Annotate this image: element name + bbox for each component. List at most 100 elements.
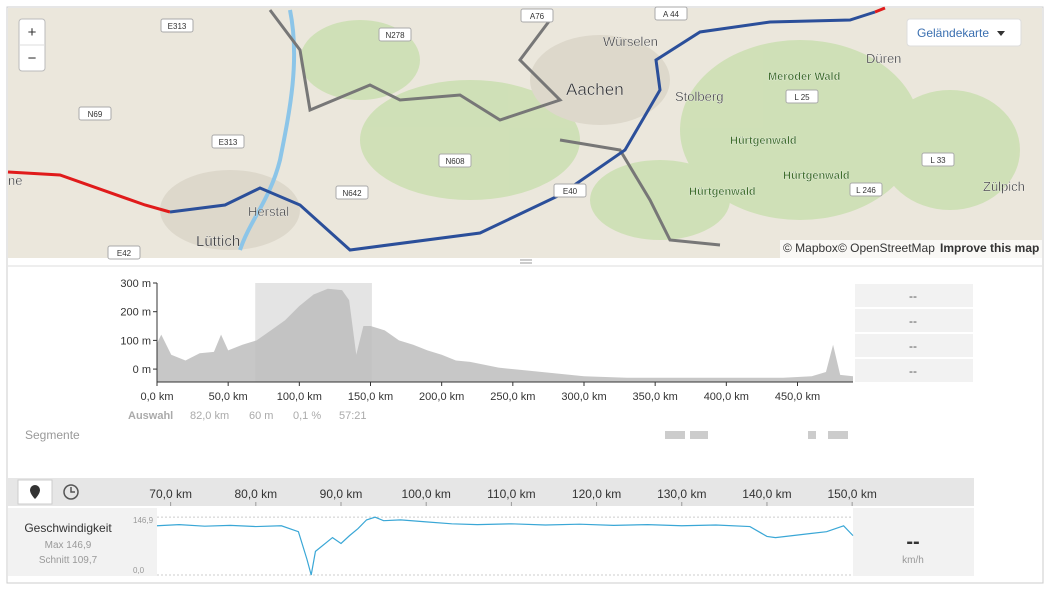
road-label: N608 xyxy=(445,157,465,166)
road-shield xyxy=(520,8,554,23)
route-blue xyxy=(169,10,876,252)
zoom-control: + − xyxy=(18,18,46,72)
x-tick-label: 100,0 km xyxy=(402,487,451,501)
road-label: A76 xyxy=(530,12,545,21)
x-tick-label: 150,0 km xyxy=(348,391,393,403)
road-label: L 25 xyxy=(794,93,810,102)
x-tick-label: 450,0 km xyxy=(775,391,820,403)
resize-handle[interactable] xyxy=(520,259,532,264)
speed-max: Max 146,9 xyxy=(45,540,92,551)
road-label: E313 xyxy=(219,138,238,147)
speed-current: -- xyxy=(906,531,919,553)
place-label: Düren xyxy=(866,51,901,66)
place-label: Hürtgenwald xyxy=(689,186,756,198)
road-shield xyxy=(107,245,141,260)
road-shield xyxy=(849,182,883,197)
place-label: Herstal xyxy=(248,204,289,219)
road-shield xyxy=(335,185,369,200)
road-label: N69 xyxy=(88,110,103,119)
road-label: E40 xyxy=(563,187,578,196)
place-label: Würselen xyxy=(603,34,658,49)
place-label: Hürtgenwald xyxy=(783,170,850,182)
layer-button-box[interactable] xyxy=(906,18,1022,47)
dropdown-caret xyxy=(997,31,1005,36)
x-tick-label: 110,0 km xyxy=(487,487,535,501)
x-tick-label: 130,0 km xyxy=(657,487,706,501)
speed-label: Geschwindigkeit xyxy=(24,521,112,535)
zoom-in[interactable]: + xyxy=(28,24,37,41)
map-terrain xyxy=(300,20,1020,240)
stat-grade: 0,1 % xyxy=(293,410,321,422)
place-label: Meroder Wald xyxy=(768,71,840,83)
road-label: N278 xyxy=(385,31,405,40)
x-tick-label: 400,0 km xyxy=(704,391,749,403)
x-tick-label: 100,0 km xyxy=(277,391,322,403)
elevation-area xyxy=(157,288,853,382)
road-label: L 33 xyxy=(930,156,946,165)
place-label: Zülpich xyxy=(983,179,1025,194)
attribution-mapbox[interactable]: © Mapbox xyxy=(783,241,838,255)
x-tick-label: 80,0 km xyxy=(234,487,277,501)
side-cell xyxy=(855,284,973,307)
road-label: E313 xyxy=(168,22,187,31)
x-tick-label: 50,0 km xyxy=(209,391,248,403)
route-red-end xyxy=(874,6,886,14)
layer-button[interactable]: Geländekarte xyxy=(917,26,989,40)
route-red xyxy=(7,170,171,214)
road-shield xyxy=(553,183,587,198)
speed-unit: km/h xyxy=(902,555,924,566)
place-label: Hürtgenwald xyxy=(730,135,797,147)
x-tick-label: 250,0 km xyxy=(490,391,535,403)
road-shield xyxy=(785,89,819,104)
attribution-osm[interactable]: © OpenStreetMap xyxy=(838,241,935,255)
x-tick-label: 90,0 km xyxy=(320,487,363,501)
place-label: Stolberg xyxy=(675,89,723,104)
x-tick-label: 140,0 km xyxy=(742,487,791,501)
speed-line xyxy=(156,516,854,576)
side-value: -- xyxy=(909,364,917,378)
speed-avg: Schnitt 109,7 xyxy=(39,555,98,566)
zoom-out[interactable]: − xyxy=(28,50,37,67)
stat-climb: 60 m xyxy=(249,410,273,422)
road-label: E42 xyxy=(117,249,132,258)
river xyxy=(238,9,297,251)
road-shield xyxy=(211,134,245,149)
y-tick-label: 146,9 xyxy=(133,516,154,525)
attribution-box xyxy=(780,240,1042,258)
side-cell xyxy=(855,334,973,357)
side-cell xyxy=(855,359,973,382)
speed-plot xyxy=(157,508,853,576)
road-shield xyxy=(438,153,472,168)
y-tick-label: 200 m xyxy=(120,307,151,319)
side-value: -- xyxy=(909,289,917,303)
place-label: Lüttich xyxy=(196,233,240,250)
road-label: L 246 xyxy=(856,186,876,195)
side-value: -- xyxy=(909,314,917,328)
clock-icon[interactable] xyxy=(63,484,79,500)
segments-label: Segmente xyxy=(25,428,80,442)
stat-time: 57:21 xyxy=(339,410,367,422)
stat-label: Auswahl xyxy=(128,410,173,422)
road-shield xyxy=(160,18,194,33)
x-tick-label: 70,0 km xyxy=(149,487,192,501)
road-shield xyxy=(654,6,688,21)
road-shield xyxy=(921,152,955,167)
x-tick-label: 120,0 km xyxy=(572,487,621,501)
x-tick-label: 150,0 km xyxy=(827,487,876,501)
border xyxy=(268,9,721,247)
side-cell xyxy=(855,309,973,332)
side-value: -- xyxy=(909,339,917,353)
x-tick-label: 0,0 km xyxy=(140,391,173,403)
stat-distance: 82,0 km xyxy=(190,410,229,422)
attribution-improve[interactable]: Improve this map xyxy=(940,241,1039,255)
y-tick-label: 0,0 xyxy=(133,566,145,575)
x-tick-label: 200,0 km xyxy=(419,391,464,403)
x-tick-label: 300,0 km xyxy=(561,391,606,403)
road-shield xyxy=(378,27,412,42)
place-label: ne xyxy=(8,173,22,188)
y-tick-label: 100 m xyxy=(120,335,151,347)
segment-bars xyxy=(665,431,848,439)
x-tick-label: 350,0 km xyxy=(633,391,678,403)
